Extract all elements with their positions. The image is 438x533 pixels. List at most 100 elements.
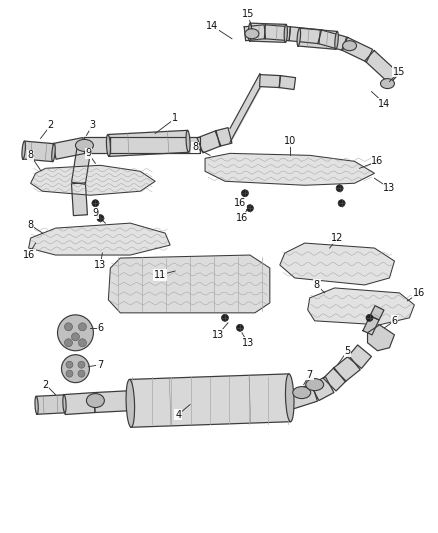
Text: 11: 11 xyxy=(154,270,166,280)
Polygon shape xyxy=(85,138,110,154)
Circle shape xyxy=(66,361,73,368)
Polygon shape xyxy=(289,27,320,44)
Polygon shape xyxy=(363,316,379,335)
Text: 3: 3 xyxy=(89,120,95,131)
Text: 4: 4 xyxy=(175,409,181,419)
Text: 13: 13 xyxy=(94,260,106,270)
Text: 16: 16 xyxy=(234,198,246,208)
Text: 9: 9 xyxy=(85,148,92,158)
Ellipse shape xyxy=(297,28,300,46)
Circle shape xyxy=(64,323,72,331)
Text: 8: 8 xyxy=(314,280,320,290)
Text: 16: 16 xyxy=(371,156,384,166)
Text: 16: 16 xyxy=(236,213,248,223)
Circle shape xyxy=(78,339,86,347)
Ellipse shape xyxy=(306,378,324,391)
Circle shape xyxy=(57,315,93,351)
Polygon shape xyxy=(23,141,54,161)
Ellipse shape xyxy=(126,379,134,427)
Ellipse shape xyxy=(335,31,338,50)
Polygon shape xyxy=(279,76,296,90)
Text: 13: 13 xyxy=(383,183,396,193)
Text: 2: 2 xyxy=(47,120,54,131)
Ellipse shape xyxy=(186,131,190,152)
Circle shape xyxy=(338,200,345,207)
Circle shape xyxy=(78,361,85,368)
Polygon shape xyxy=(108,255,270,313)
Text: 7: 7 xyxy=(97,360,103,370)
Circle shape xyxy=(92,200,99,207)
Polygon shape xyxy=(287,384,318,409)
Polygon shape xyxy=(342,37,373,62)
Ellipse shape xyxy=(106,134,110,156)
Circle shape xyxy=(222,314,229,321)
Polygon shape xyxy=(64,393,95,415)
Ellipse shape xyxy=(248,23,251,41)
Polygon shape xyxy=(280,243,395,285)
Text: 16: 16 xyxy=(413,288,425,298)
Polygon shape xyxy=(53,138,86,159)
Polygon shape xyxy=(323,368,346,391)
Text: 15: 15 xyxy=(393,67,406,77)
Ellipse shape xyxy=(245,29,259,39)
Polygon shape xyxy=(365,51,399,84)
Text: 8: 8 xyxy=(28,220,34,230)
Polygon shape xyxy=(216,128,232,146)
Polygon shape xyxy=(367,325,395,351)
Text: 5: 5 xyxy=(344,346,351,356)
Polygon shape xyxy=(244,25,265,41)
Ellipse shape xyxy=(343,41,357,51)
Text: 8: 8 xyxy=(28,150,34,160)
Ellipse shape xyxy=(75,140,93,151)
Ellipse shape xyxy=(381,78,395,88)
Polygon shape xyxy=(311,377,334,400)
Ellipse shape xyxy=(22,141,25,159)
Polygon shape xyxy=(260,75,280,87)
Ellipse shape xyxy=(286,374,294,422)
Text: 15: 15 xyxy=(242,9,254,19)
Circle shape xyxy=(241,190,248,197)
Text: 7: 7 xyxy=(307,370,313,379)
Polygon shape xyxy=(308,288,414,325)
Polygon shape xyxy=(348,345,371,368)
Polygon shape xyxy=(28,223,170,255)
Polygon shape xyxy=(31,165,155,195)
Polygon shape xyxy=(110,138,200,154)
Circle shape xyxy=(247,205,254,212)
Text: 13: 13 xyxy=(212,330,224,340)
Text: 14: 14 xyxy=(378,99,391,109)
Ellipse shape xyxy=(52,144,55,161)
Circle shape xyxy=(61,355,89,383)
Circle shape xyxy=(237,324,244,332)
Text: 6: 6 xyxy=(97,323,103,333)
Circle shape xyxy=(78,370,85,377)
Polygon shape xyxy=(108,131,189,156)
Circle shape xyxy=(366,314,373,321)
Ellipse shape xyxy=(284,25,287,42)
Polygon shape xyxy=(71,183,88,216)
Text: 8: 8 xyxy=(192,142,198,152)
Circle shape xyxy=(78,323,86,331)
Circle shape xyxy=(71,333,79,341)
Polygon shape xyxy=(370,305,384,320)
Polygon shape xyxy=(71,144,91,184)
Polygon shape xyxy=(197,131,221,153)
Text: 14: 14 xyxy=(206,21,218,31)
Polygon shape xyxy=(36,395,65,414)
Text: 12: 12 xyxy=(332,233,344,243)
Polygon shape xyxy=(94,391,133,413)
Text: 9: 9 xyxy=(92,208,99,218)
Text: 13: 13 xyxy=(242,338,254,348)
Ellipse shape xyxy=(63,395,66,413)
Text: 16: 16 xyxy=(22,250,35,260)
Polygon shape xyxy=(298,28,337,50)
Polygon shape xyxy=(264,25,290,41)
Text: 6: 6 xyxy=(392,316,398,326)
Circle shape xyxy=(66,370,73,377)
Text: 1: 1 xyxy=(172,114,178,124)
Polygon shape xyxy=(130,374,290,427)
Circle shape xyxy=(97,215,104,222)
Polygon shape xyxy=(318,30,346,51)
Ellipse shape xyxy=(293,386,311,399)
Ellipse shape xyxy=(35,397,38,414)
